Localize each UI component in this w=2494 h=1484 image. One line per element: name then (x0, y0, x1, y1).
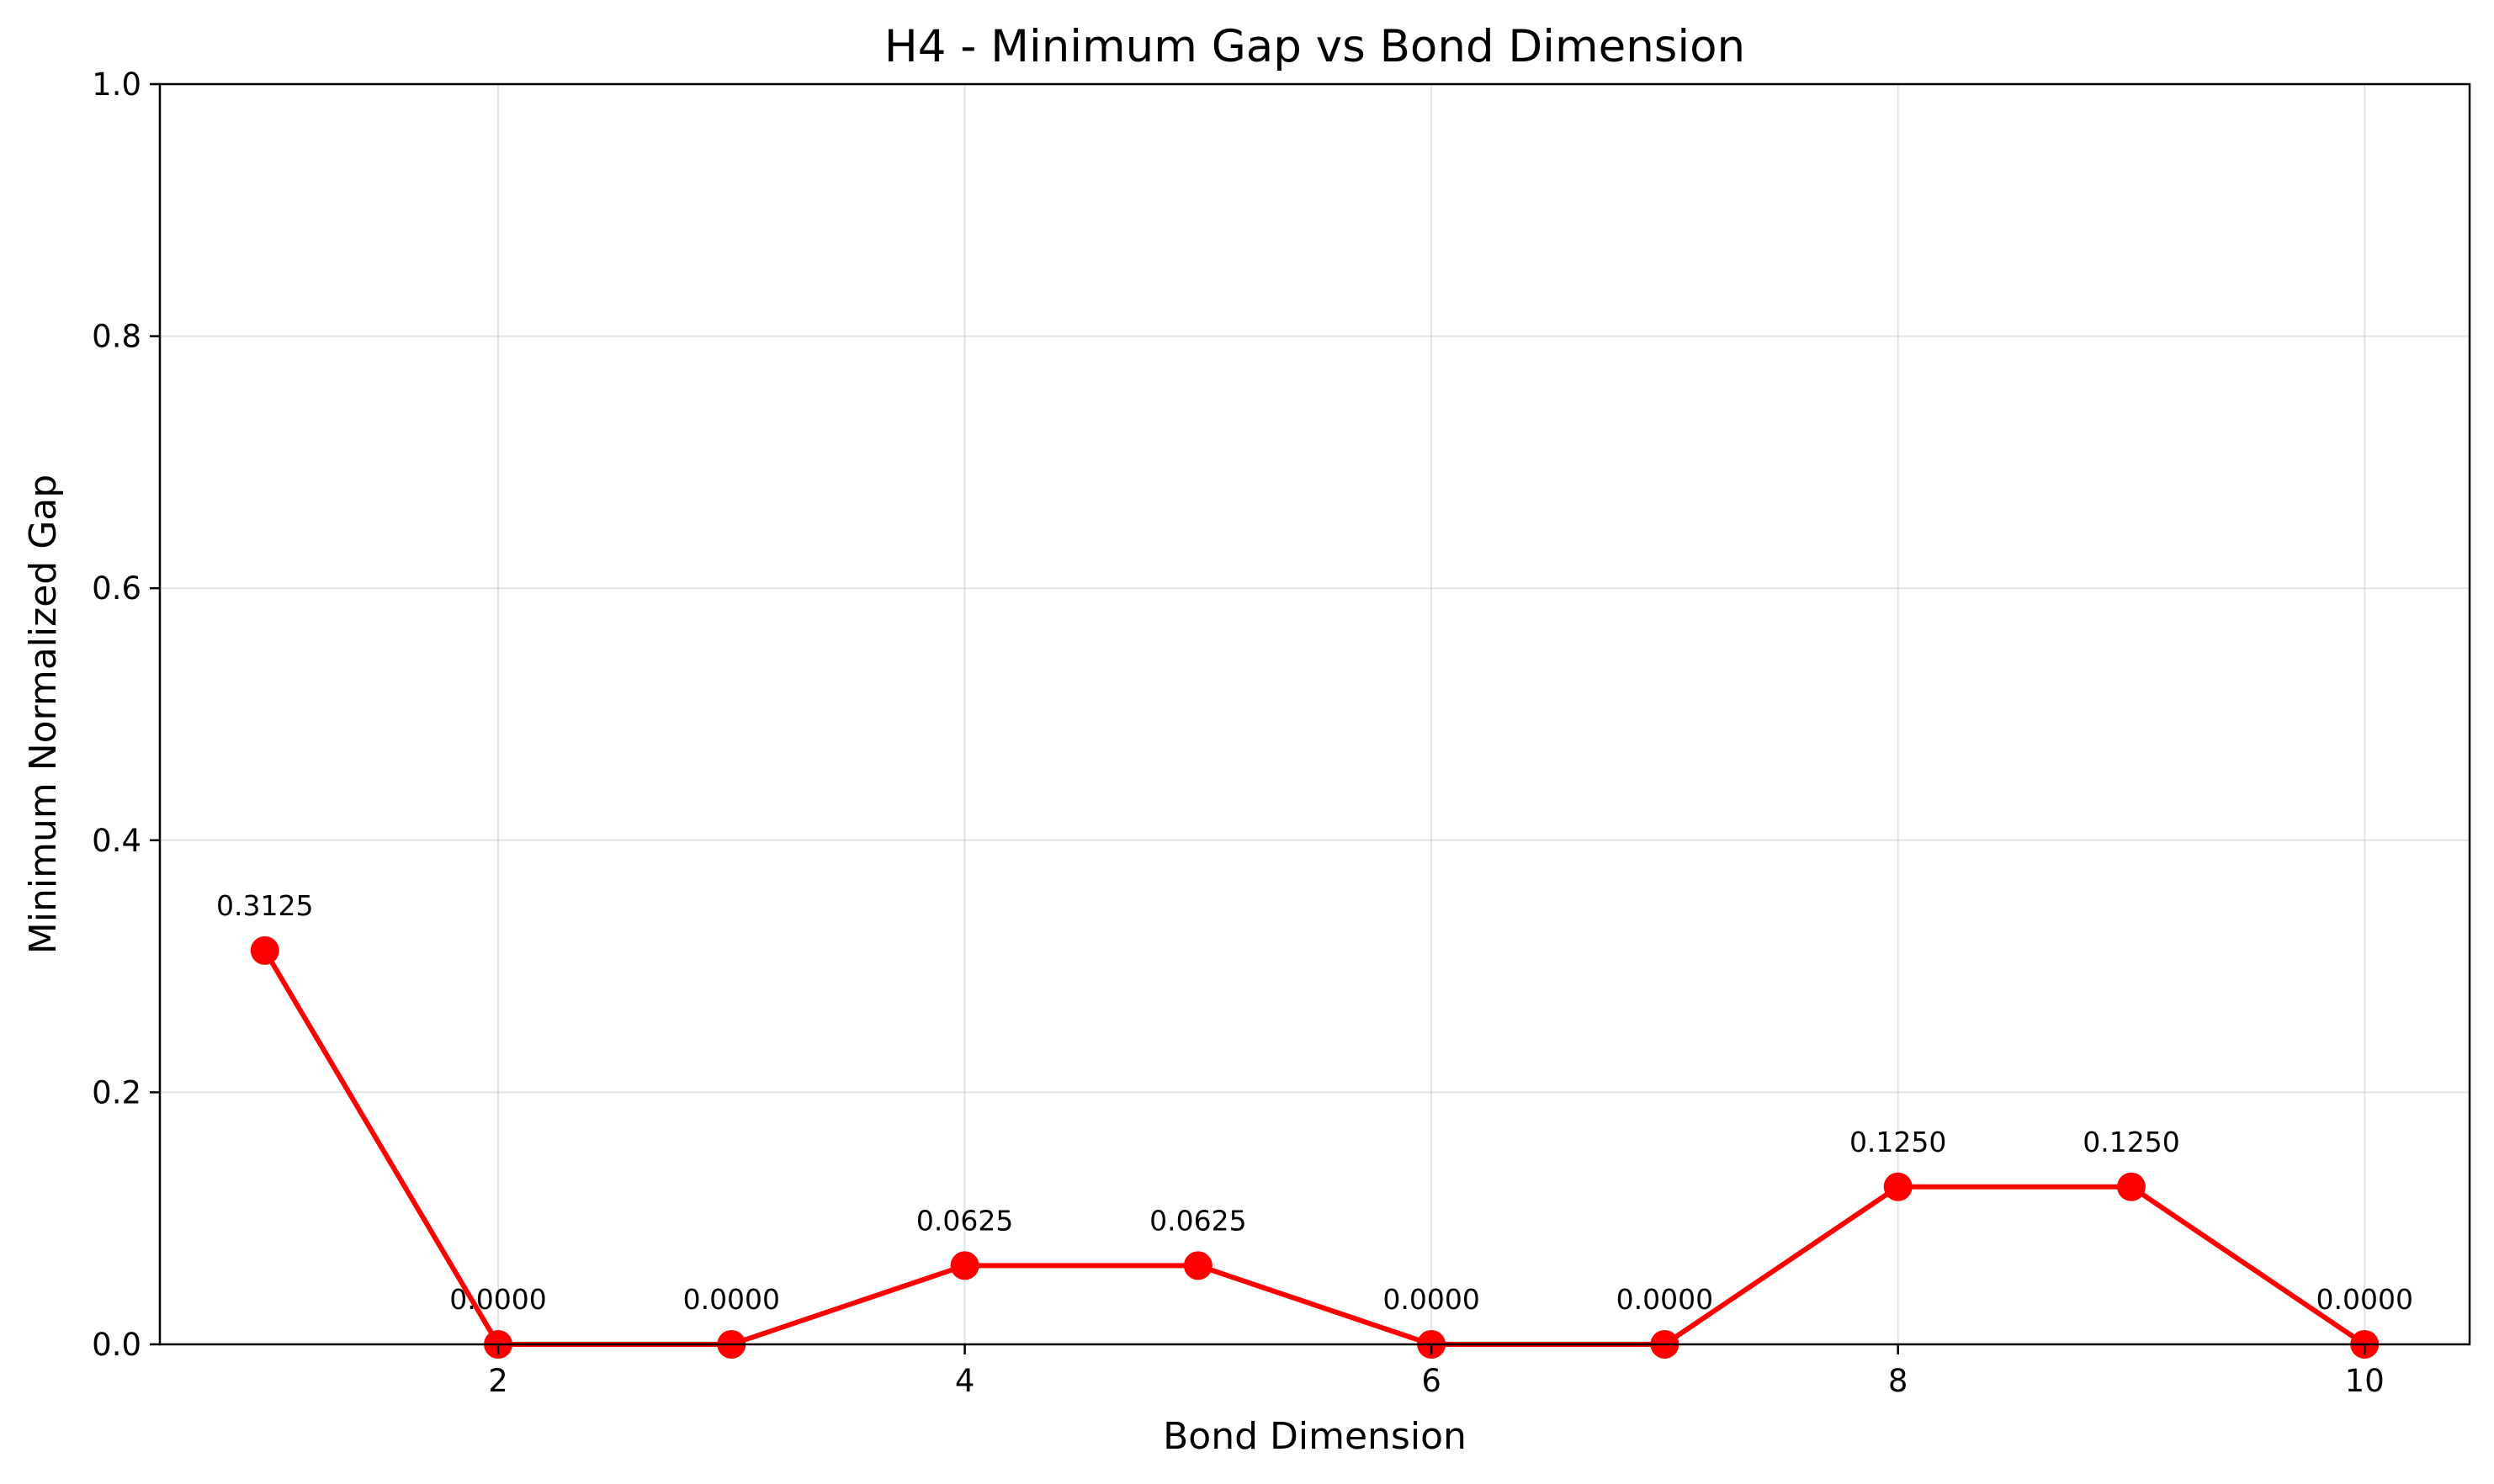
data-label: 0.0625 (916, 1204, 1013, 1237)
data-label: 0.0000 (1382, 1283, 1479, 1316)
data-label: 0.3125 (216, 889, 313, 922)
data-label: 0.0625 (1149, 1204, 1246, 1237)
data-point (1883, 1172, 1913, 1201)
y-tick-label: 0.2 (92, 1074, 141, 1110)
data-label: 0.0000 (1616, 1283, 1713, 1316)
data-labels: 0.3125 0.0000 0.0000 0.0625 0.0625 0.0000 0.00… (216, 889, 2413, 1316)
data-point (1183, 1251, 1213, 1280)
axes-ticks: 2 4 6 8 10 0.0 0.2 0.4 0.6 0.8 1.0 (92, 66, 2385, 1399)
x-tick-label: 10 (2345, 1363, 2385, 1399)
data-label: 0.1250 (2083, 1126, 2179, 1158)
y-tick-label: 0.8 (92, 319, 141, 355)
y-tick-label: 0.0 (92, 1327, 141, 1363)
y-tick-label: 0.6 (92, 570, 141, 607)
y-axis-label: Minimum Normalized Gap (22, 474, 65, 954)
x-tick-label: 4 (955, 1363, 975, 1399)
y-tick-label: 1.0 (92, 66, 141, 103)
x-axis-label: Bond Dimension (1163, 1415, 1467, 1458)
data-point (250, 935, 279, 965)
x-tick-label: 8 (1888, 1363, 1908, 1399)
data-point (950, 1251, 979, 1280)
data-label: 0.1250 (1849, 1126, 1946, 1158)
data-label: 0.0000 (449, 1283, 546, 1316)
data-label: 0.0000 (2316, 1283, 2412, 1316)
plot-area-frame (158, 82, 2471, 1346)
y-tick-label: 0.4 (92, 823, 141, 859)
x-tick-label: 6 (1421, 1363, 1441, 1399)
series-line (263, 949, 2366, 1347)
data-point (2116, 1172, 2146, 1201)
chart-title: H4 - Minimum Gap vs Bond Dimension (884, 21, 1745, 72)
x-tick-label: 2 (488, 1363, 508, 1399)
series (250, 935, 2380, 1359)
data-label: 0.0000 (683, 1283, 780, 1316)
